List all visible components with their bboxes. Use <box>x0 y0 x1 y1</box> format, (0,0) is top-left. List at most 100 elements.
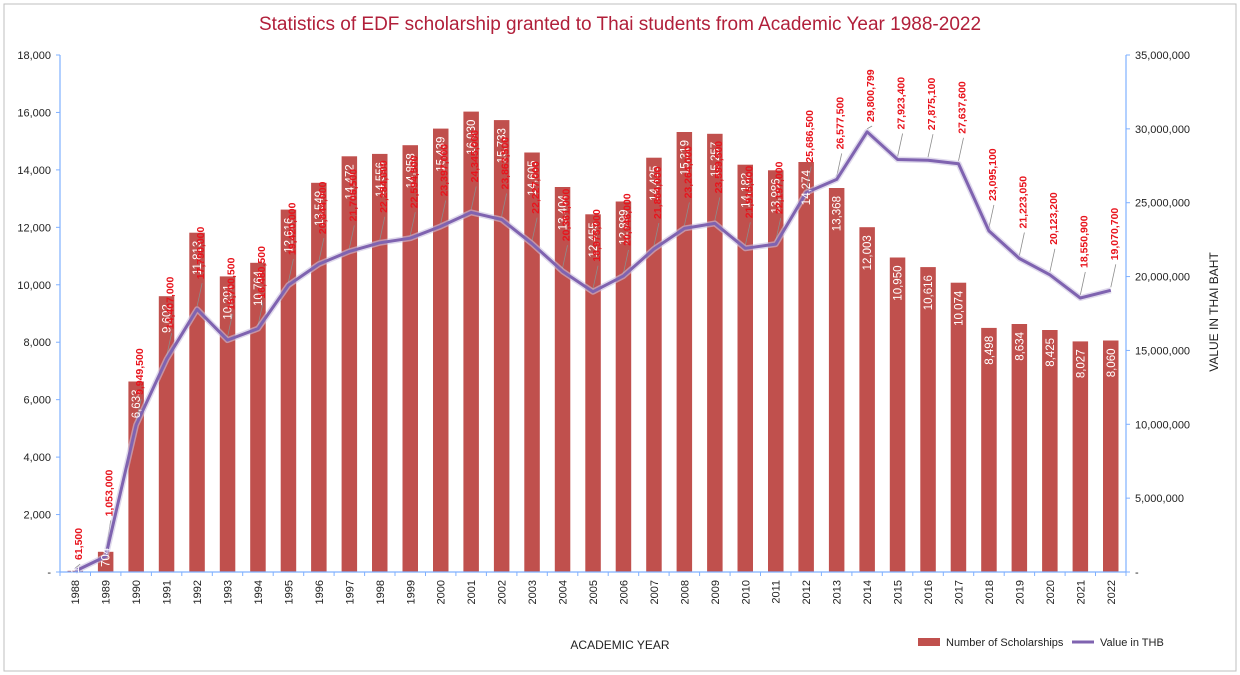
line-value-label-1992: 17,790,000 <box>195 226 207 279</box>
y2-tick-label: 15,000,000 <box>1135 345 1190 357</box>
line-value-label-2016: 27,875,100 <box>926 77 938 130</box>
x-tick-label-2019: 2019 <box>1014 580 1026 604</box>
x-tick-label-2006: 2006 <box>619 580 631 604</box>
x-tick-label-1988: 1988 <box>70 580 82 604</box>
bar-value-label-1988: 41 <box>70 567 82 580</box>
line-value-label-2014: 29,800,799 <box>865 69 877 122</box>
line-value-label-1988: 61,500 <box>73 528 85 560</box>
line-value-label-2022: 19,070,700 <box>1109 208 1121 261</box>
x-tick-label-2003: 2003 <box>527 580 539 604</box>
bar-2014 <box>859 227 875 572</box>
bar-value-label-2019: 8,634 <box>1014 331 1026 360</box>
line-value-label-2017: 27,637,600 <box>957 81 969 134</box>
line-value-label-1997: 21,706,500 <box>347 169 359 222</box>
bar-value-label-2004: 13,404 <box>558 194 570 230</box>
bar-value-label-2020: 8,425 <box>1045 338 1057 367</box>
bar-value-label-2013: 13,368 <box>832 196 844 231</box>
x-tick-label-2016: 2016 <box>923 580 935 604</box>
bar-value-label-1998: 14,556 <box>375 162 387 197</box>
y2-tick-label: 20,000,000 <box>1135 272 1190 284</box>
x-tick-label-2001: 2001 <box>466 580 478 604</box>
bar-2004 <box>554 187 571 572</box>
x-tick-label-2002: 2002 <box>497 580 509 604</box>
bar-1991 <box>158 296 175 572</box>
leader-line-2022 <box>1110 264 1117 288</box>
bar-value-label-2003: 14,605 <box>527 161 539 196</box>
leader-line-2021 <box>1079 271 1086 296</box>
y-tick-label: - <box>47 567 51 579</box>
leader-line-2009 <box>714 197 721 221</box>
line-value-label-2011: 22,197,000 <box>774 161 786 214</box>
bar-2022 <box>1103 340 1119 572</box>
bar-1996 <box>311 182 327 573</box>
line-value-label-2021: 18,550,900 <box>1078 215 1090 268</box>
x-tick-label-2018: 2018 <box>984 580 996 604</box>
leader-line-2007 <box>653 222 660 247</box>
leader-line-1998 <box>379 216 386 240</box>
leader-line-1995 <box>288 259 294 283</box>
y2-tick-label: 30,000,000 <box>1135 124 1190 136</box>
leader-line-1992 <box>196 283 203 307</box>
bar-value-label-2012: 14,274 <box>801 169 813 205</box>
x-tick-label-2010: 2010 <box>740 580 752 604</box>
bar-value-label-2014: 12,003 <box>862 235 874 270</box>
leader-line-2018 <box>988 204 995 228</box>
bar-2008 <box>676 132 693 572</box>
bar-value-label-1999: 14,858 <box>405 153 417 188</box>
line-value-label-2006: 20,046,000 <box>622 193 634 246</box>
bar-2003 <box>524 152 540 572</box>
line-value-label-2012: 25,686,500 <box>804 110 816 163</box>
y-tick-label: 10,000 <box>17 280 51 292</box>
bar-2016 <box>920 267 936 572</box>
line-layer <box>73 128 1112 574</box>
x-axis-title: ACADEMIC YEAR <box>570 638 669 652</box>
line-value-label-1990: 9,949,500 <box>134 348 146 395</box>
line-value-label-2009: 23,599,500 <box>713 141 725 194</box>
leader-line-2019 <box>1019 232 1025 256</box>
line-value-label-2018: 23,095,100 <box>987 148 999 201</box>
bar-2019 <box>1011 324 1028 572</box>
bar-2011 <box>768 170 784 573</box>
line-value-label-2013: 26,577,500 <box>835 97 847 150</box>
bar-value-label-1990: 6,633 <box>131 390 143 419</box>
line-value-label-1995: 19,420,000 <box>286 202 298 255</box>
line-value-label-2004: 20,361,000 <box>561 188 573 241</box>
legend-swatch-scholarships <box>918 638 940 646</box>
bar-value-label-2005: 12,455 <box>588 222 600 257</box>
x-tick-label-2022: 2022 <box>1106 580 1118 604</box>
bar-value-label-2008: 15,319 <box>679 140 691 175</box>
x-tick-label-1989: 1989 <box>101 580 113 604</box>
bar-2013 <box>828 188 845 572</box>
bar-value-label-1996: 13,549 <box>314 191 326 226</box>
x-tick-label-1998: 1998 <box>375 580 387 604</box>
leader-line-1996 <box>318 238 325 262</box>
leader-lines-layer <box>74 125 1117 569</box>
bar-2020 <box>1042 330 1058 572</box>
bar-value-label-1995: 12,616 <box>283 218 295 253</box>
x-tick-label-1993: 1993 <box>223 580 235 604</box>
bar-value-label-1991: 9,602 <box>162 304 174 333</box>
x-tick-label-2014: 2014 <box>862 580 874 604</box>
bar-2010 <box>737 164 753 572</box>
bar-2009 <box>707 133 723 573</box>
line-value-label-2019: 21,223,050 <box>1017 176 1029 229</box>
bar-1997 <box>341 156 358 573</box>
line-value-label-1989: 1,053,000 <box>104 470 116 517</box>
line-value-label-2001: 24,345,000 <box>469 130 481 183</box>
line-value-label-1991: 14,407,000 <box>165 276 177 329</box>
bar-value-label-2021: 8,027 <box>1075 349 1087 378</box>
line-value-label-2015: 27,923,400 <box>896 77 908 130</box>
line-value-label-1993: 15,700,500 <box>226 257 238 310</box>
bar-value-label-1994: 10,764 <box>253 270 265 306</box>
line-value-label-2008: 23,264,000 <box>682 146 694 199</box>
bar-value-label-2018: 8,498 <box>984 336 996 365</box>
leader-line-2012 <box>805 166 812 190</box>
x-tick-label-2012: 2012 <box>801 580 813 604</box>
x-tick-label-1996: 1996 <box>314 580 326 604</box>
y-tick-label: 2,000 <box>23 510 51 522</box>
x-tick-label-2008: 2008 <box>679 580 691 604</box>
bar-value-label-2010: 14,182 <box>740 173 752 208</box>
bar-2015 <box>889 257 906 572</box>
line-value-label-2007: 21,864,000 <box>652 166 664 219</box>
